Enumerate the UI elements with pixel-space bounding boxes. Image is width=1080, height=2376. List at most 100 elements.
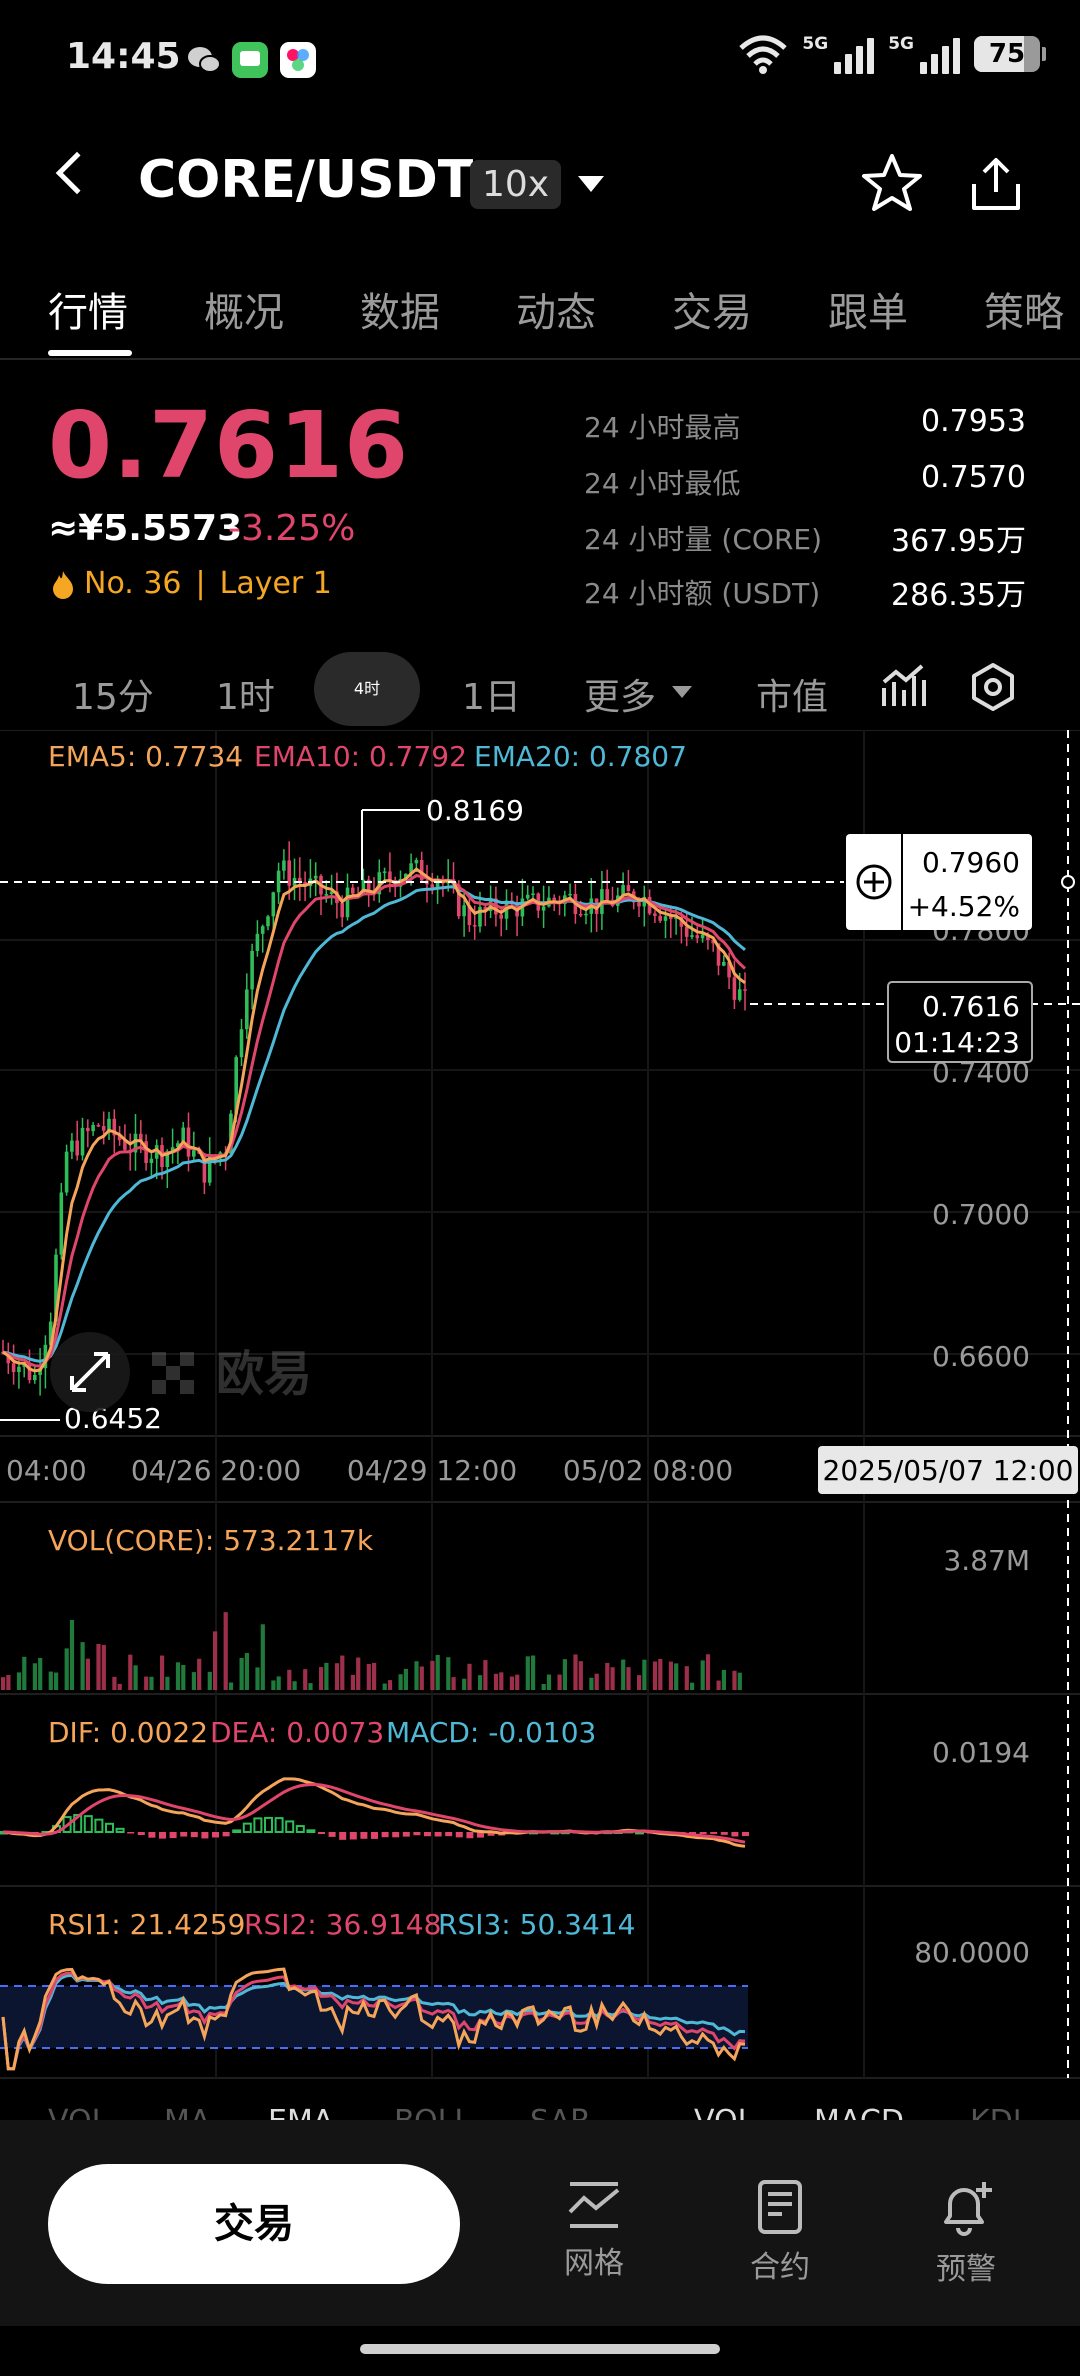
macd-dea: DEA: 0.0073	[210, 1716, 384, 1749]
volume-bar	[493, 1673, 499, 1690]
chevron-down-icon	[672, 686, 692, 698]
share-icon[interactable]	[966, 154, 1026, 214]
rank-row[interactable]: No. 36 | Layer 1	[50, 566, 332, 601]
volume-bar	[573, 1654, 578, 1690]
volume-bar	[181, 1664, 186, 1690]
macd-bar	[339, 1832, 347, 1840]
tab-trade[interactable]: 交易	[672, 290, 752, 336]
indicator-icon[interactable]	[880, 662, 926, 708]
tab-strategy[interactable]: 策略	[984, 290, 1064, 336]
volume-bar	[160, 1655, 165, 1690]
volume-bar	[403, 1668, 408, 1690]
candle-body	[637, 902, 641, 907]
macd-bar	[137, 1832, 145, 1835]
ind-tab[interactable]: MACD	[814, 2104, 904, 2120]
candle-body	[727, 962, 731, 978]
volume-bar	[207, 1671, 212, 1690]
candle-body	[245, 989, 249, 1030]
ind-tab[interactable]: VOL	[694, 2104, 754, 2120]
price-cny: ≈¥5.5573	[48, 508, 243, 549]
market-cap-toggle[interactable]: 市值	[756, 677, 829, 718]
candle-body	[472, 925, 477, 927]
volume-bar	[149, 1676, 154, 1690]
volume-bar	[589, 1677, 594, 1690]
rsi2-label: RSI2: 36.9148	[244, 1908, 441, 1941]
candle-body	[266, 916, 270, 927]
volume-bar	[721, 1669, 726, 1690]
candle-body	[324, 894, 329, 896]
tab-data[interactable]: 数据	[360, 290, 440, 336]
macd-bar	[455, 1832, 463, 1838]
macd-bar	[413, 1832, 421, 1836]
candle-body	[658, 915, 662, 921]
grid-label: 网格	[564, 2246, 624, 2281]
rsi1-label: RSI1: 21.4259	[48, 1908, 245, 1941]
settings-icon[interactable]	[968, 662, 1018, 712]
candle-body	[123, 1140, 127, 1150]
signal-icon: 5G	[802, 34, 875, 74]
kline-chart[interactable]: EMA5: 0.7734 EMA10: 0.7792 EMA20: 0.7807…	[0, 730, 1080, 2090]
volume-bar	[22, 1656, 27, 1690]
tab-indicator	[48, 350, 132, 356]
candle-body	[361, 879, 366, 895]
fullscreen-button[interactable]	[50, 1332, 130, 1412]
macd-bar	[169, 1832, 177, 1839]
volume-bar	[446, 1657, 451, 1690]
candle-body	[737, 989, 742, 1000]
volume-bar	[324, 1662, 329, 1690]
timeframe-1h[interactable]: 1时	[216, 677, 275, 718]
timeframe-more[interactable]: 更多	[584, 677, 657, 718]
volume-bar	[356, 1657, 361, 1690]
macd-bar	[349, 1832, 357, 1840]
pair-dropdown-icon[interactable]	[578, 176, 604, 192]
volume-bar	[175, 1662, 181, 1690]
ind-tab[interactable]: BOLL	[394, 2104, 471, 2120]
tab-market[interactable]: 行情	[48, 290, 128, 336]
pair-title[interactable]: CORE/USDT	[138, 150, 474, 210]
crosshair-price-box[interactable]: 0.7960 +4.52%	[846, 834, 1032, 930]
ind-tab[interactable]: SAR	[530, 2104, 591, 2120]
candle-body	[674, 916, 678, 919]
alert-button[interactable]: 预警	[896, 2180, 1036, 2288]
candle-body	[329, 891, 334, 895]
candle-body	[711, 940, 715, 944]
volume-bar	[128, 1654, 133, 1690]
macd-bar	[731, 1832, 739, 1837]
candle-body	[287, 860, 291, 886]
trade-button[interactable]: 交易	[48, 2164, 460, 2284]
volume-bar	[244, 1653, 249, 1690]
timeframe-1d[interactable]: 1日	[462, 677, 521, 718]
candle-body	[663, 916, 668, 921]
volume-bar	[674, 1663, 679, 1690]
ind-tab[interactable]: EMA	[268, 2104, 333, 2120]
tab-news[interactable]: 动态	[516, 290, 596, 336]
grid-button[interactable]: 网格	[524, 2180, 664, 2282]
favorite-star-icon[interactable]	[860, 152, 924, 214]
tab-copy[interactable]: 跟单	[828, 290, 908, 336]
volume-bar	[478, 1675, 483, 1690]
x-tick: 04/26 20:00	[131, 1454, 301, 1487]
alert-label: 预警	[936, 2252, 996, 2287]
timeframe-15m[interactable]: 15分	[72, 677, 154, 718]
candle-body	[192, 1150, 196, 1157]
last-price-tag: 0.7616 01:14:23	[887, 981, 1033, 1063]
volume-bar	[594, 1673, 599, 1690]
fire-icon	[53, 570, 73, 599]
timeframe-4h[interactable]: 4时	[314, 652, 420, 726]
ind-tab[interactable]: KDJ	[970, 2104, 1022, 2120]
volume-bar	[16, 1672, 22, 1690]
leverage-badge[interactable]: 10x	[470, 160, 562, 209]
volume-bar	[32, 1663, 37, 1690]
ind-tab[interactable]: MA	[164, 2104, 210, 2120]
ind-tab[interactable]: VOL	[48, 2104, 108, 2120]
candle-body	[112, 1118, 117, 1136]
back-icon[interactable]	[55, 151, 99, 195]
volume-bar	[716, 1680, 721, 1690]
volume-bar	[467, 1663, 472, 1690]
volume-bar	[54, 1672, 59, 1690]
macd-bar	[190, 1832, 198, 1838]
volume-bar	[239, 1657, 244, 1690]
candle-body	[388, 871, 392, 881]
tab-overview[interactable]: 概况	[204, 290, 284, 336]
contract-button[interactable]: 合约	[710, 2180, 850, 2286]
